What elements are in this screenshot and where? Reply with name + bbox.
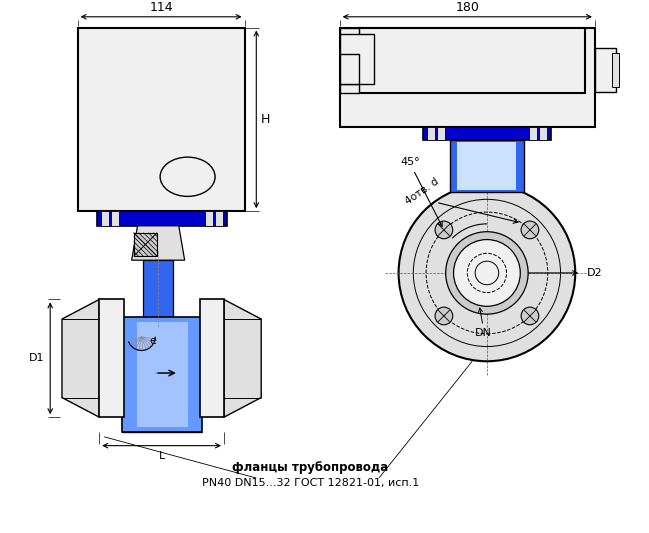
Bar [201, 300, 224, 417]
Circle shape [435, 307, 453, 325]
Bar [427, 127, 435, 140]
Text: D2: D2 [587, 268, 603, 278]
Bar [122, 317, 202, 432]
Text: D1: D1 [29, 353, 44, 364]
Text: H: H [261, 113, 271, 126]
Bar [78, 28, 245, 211]
Circle shape [521, 221, 539, 239]
Bar [360, 28, 585, 93]
Bar [101, 211, 109, 226]
Text: L: L [158, 450, 165, 461]
Bar [134, 233, 157, 256]
Bar [111, 211, 119, 226]
Bar [458, 142, 517, 190]
Polygon shape [224, 300, 261, 417]
Bar [529, 127, 537, 140]
Bar [99, 300, 124, 417]
Text: e: e [150, 336, 156, 345]
Ellipse shape [160, 157, 215, 196]
Text: 45°: 45° [400, 157, 420, 167]
Bar [215, 211, 223, 226]
Text: DN: DN [475, 328, 492, 338]
Bar [143, 260, 173, 317]
Text: 180: 180 [456, 1, 479, 14]
Bar [450, 140, 524, 192]
Circle shape [446, 232, 528, 314]
Text: PN40 DN15...32 ГОСТ 12821-01, исп.1: PN40 DN15...32 ГОСТ 12821-01, исп.1 [202, 478, 419, 488]
Bar [539, 127, 547, 140]
Bar [423, 127, 551, 140]
Text: 4отв. d: 4отв. d [404, 176, 441, 206]
Polygon shape [62, 300, 99, 417]
Text: 114: 114 [149, 1, 173, 14]
Text: фланцы трубопровода: фланцы трубопровода [232, 461, 388, 474]
Bar [339, 54, 360, 84]
Bar [136, 322, 188, 427]
Circle shape [454, 239, 520, 306]
Bar [437, 127, 445, 140]
Bar [339, 28, 595, 127]
Polygon shape [132, 226, 185, 260]
Bar [339, 28, 360, 93]
Bar [339, 35, 374, 84]
Bar [595, 48, 617, 92]
Bar [97, 211, 227, 226]
Circle shape [398, 184, 575, 361]
Circle shape [435, 221, 453, 239]
Bar [611, 53, 619, 87]
Circle shape [521, 307, 539, 325]
Bar [205, 211, 213, 226]
